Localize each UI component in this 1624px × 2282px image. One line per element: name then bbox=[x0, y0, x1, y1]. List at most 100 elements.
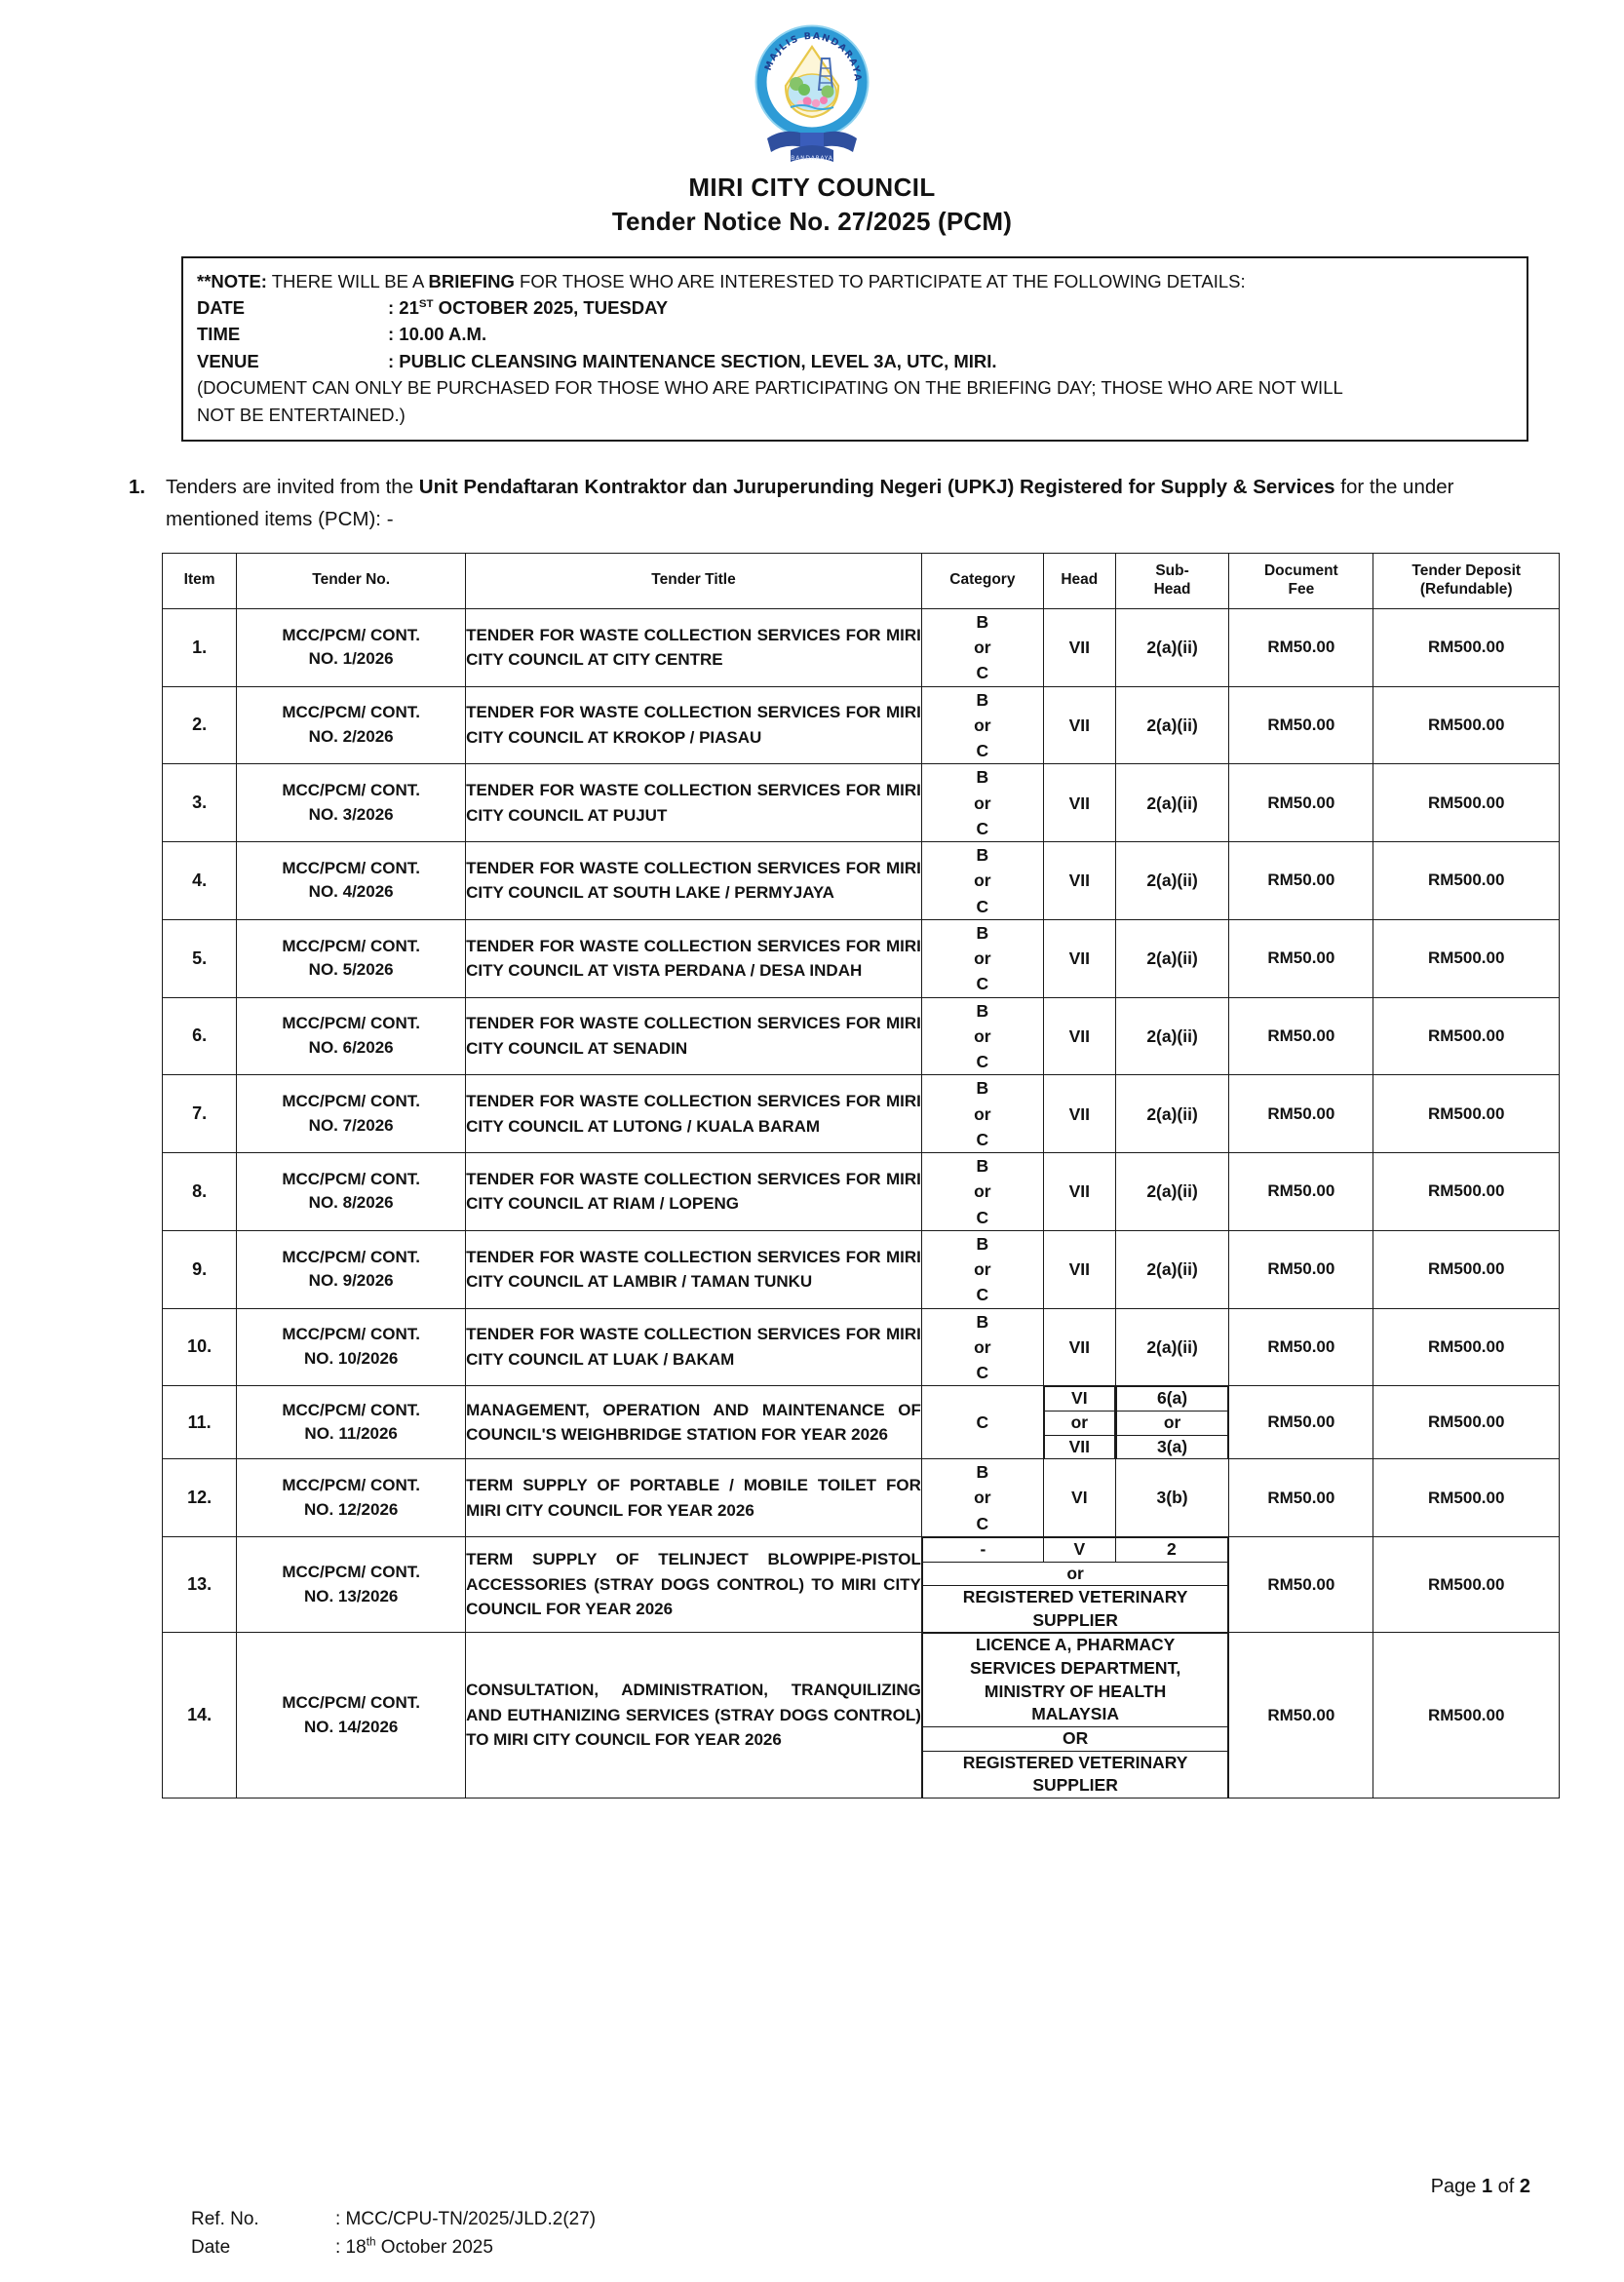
cell-document-fee: RM50.00 bbox=[1228, 996, 1374, 1076]
licence-line-2: SERVICES DEPARTMENT, bbox=[969, 1658, 1181, 1679]
notice-title: Tender Notice No. 27/2025 (PCM) bbox=[611, 206, 1013, 236]
cell-sub-head: 2(a)(ii) bbox=[1114, 996, 1230, 1076]
footer-reference-block: Ref. No. : MCC/CPU-TN/2025/JLD.2(27) Dat… bbox=[191, 2205, 596, 2263]
group-licence-requirement: LICENCE A, PHARMACY SERVICES DEPARTMENT, M… bbox=[921, 1633, 1229, 1727]
group-alt-requirement: REGISTERED VETERINARY SUPPLIER bbox=[921, 1585, 1229, 1633]
doc-fee-line-2: Fee bbox=[1288, 580, 1315, 598]
footer-date-pre: : 18 bbox=[335, 2237, 367, 2259]
note-date-label: DATE bbox=[197, 297, 245, 319]
sub-option-1: 6(a) bbox=[1115, 1386, 1229, 1412]
cell-tender-deposit: RM500.00 bbox=[1373, 685, 1560, 765]
footer-ref-label: Ref. No. bbox=[191, 2209, 259, 2229]
head-option-1: VI bbox=[1043, 1386, 1115, 1412]
tender-no-line-1: MCC/PCM/ CONT. bbox=[282, 625, 420, 644]
alt-line-2: SUPPLIER bbox=[1032, 1775, 1118, 1796]
tender-no-line-2: NO. 11/2026 bbox=[304, 1424, 398, 1444]
cell-item: 3. bbox=[161, 763, 238, 843]
cell-sub-head: 2(a)(ii) bbox=[1114, 1229, 1230, 1309]
cell-item: 4. bbox=[161, 841, 238, 920]
document-title-block: MIRI CITY COUNCIL Tender Notice No. 27/2… bbox=[0, 172, 1624, 238]
briefing-note-box: **NOTE: THERE WILL BE A BRIEFING FOR THO… bbox=[181, 256, 1528, 443]
cell-document-fee: RM50.00 bbox=[1228, 685, 1374, 765]
sub-head-line-2: Head bbox=[1153, 580, 1191, 598]
tender-no-line-1: MCC/PCM/ CONT. bbox=[282, 1325, 420, 1344]
note-date-post: OCTOBER 2025, TUESDAY bbox=[433, 297, 669, 319]
tender-table: Item Tender No. Tender Title Category He… bbox=[161, 553, 1560, 1799]
cell-tender-deposit: RM500.00 bbox=[1373, 1152, 1560, 1231]
alt-line-1: REGISTERED VETERINARY bbox=[962, 1587, 1188, 1607]
cell-document-fee: RM50.00 bbox=[1228, 1229, 1374, 1309]
cell-item: 6. bbox=[161, 996, 238, 1076]
tender-no-line-2: NO. 5/2026 bbox=[308, 960, 394, 980]
head-option-or: or bbox=[1043, 1410, 1115, 1436]
cell-item: 13. bbox=[161, 1535, 238, 1634]
cell-tender-no: MCC/PCM/ CONT. NO. 10/2026 bbox=[236, 1307, 467, 1387]
note-headline: **NOTE: THERE WILL BE A BRIEFING FOR THO… bbox=[197, 268, 1513, 294]
tender-no-line-1: MCC/PCM/ CONT. bbox=[282, 1692, 420, 1712]
cell-tender-title: CONSULTATION, ADMINISTRATION, TRANQUILIZ… bbox=[465, 1632, 922, 1799]
cell-item: 1. bbox=[161, 607, 238, 687]
note-date-value: : 21ST OCTOBER 2025, TUESDAY bbox=[388, 294, 668, 321]
cell-head: VII bbox=[1042, 1152, 1116, 1231]
cell-head: VII bbox=[1042, 685, 1116, 765]
tender-no-line-2: NO. 1/2026 bbox=[308, 649, 394, 669]
cell-tender-title: TERM SUPPLY OF PORTABLE / MOBILE TOILET … bbox=[465, 1458, 922, 1537]
miri-city-council-crest-icon: MAJLIS BANDARAYA MIRI BANDARAYA bbox=[746, 21, 878, 168]
table-row: 8. MCC/PCM/ CONT. NO. 8/2026 TENDER FOR WAS… bbox=[161, 1152, 1560, 1231]
cell-category: C bbox=[920, 1385, 1044, 1460]
col-header-category: Category bbox=[920, 553, 1044, 609]
cell-tender-title: MANAGEMENT, OPERATION AND MAINTENANCE OF… bbox=[465, 1385, 922, 1460]
cell-tender-no: MCC/PCM/ CONT. NO. 1/2026 bbox=[236, 607, 467, 687]
footer-date-value: : 18th October 2025 bbox=[335, 2233, 493, 2262]
note-briefing-word: BRIEFING bbox=[428, 271, 515, 291]
tender-no-line-2: NO. 10/2026 bbox=[303, 1348, 399, 1368]
page-mid: of bbox=[1492, 2176, 1520, 2197]
tender-no-line-2: NO. 4/2026 bbox=[308, 882, 394, 902]
cell-tender-deposit: RM500.00 bbox=[1373, 1632, 1560, 1799]
col-header-tender-deposit: Tender Deposit (Refundable) bbox=[1373, 553, 1560, 609]
cell-tender-deposit: RM500.00 bbox=[1373, 1229, 1560, 1309]
cell-head: VI bbox=[1042, 1458, 1116, 1537]
cell-tender-deposit: RM500.00 bbox=[1373, 1535, 1560, 1634]
cell-head: VII bbox=[1042, 918, 1116, 998]
table-header-row: Item Tender No. Tender Title Category He… bbox=[161, 553, 1560, 609]
organization-title: MIRI CITY COUNCIL bbox=[688, 173, 936, 202]
tender-no-line-2: NO. 7/2026 bbox=[308, 1115, 394, 1135]
table-row: 4. MCC/PCM/ CONT. NO. 4/2026 TENDER FOR WAS… bbox=[161, 841, 1560, 920]
group-alt-requirement: REGISTERED VETERINARY SUPPLIER bbox=[921, 1750, 1229, 1798]
cell-head: VII bbox=[1042, 763, 1116, 843]
paragraph-1-number: 1. bbox=[129, 476, 146, 498]
licence-line-1: LICENCE A, PHARMACY bbox=[975, 1635, 1176, 1655]
licence-line-4: MALAYSIA bbox=[1031, 1704, 1119, 1724]
cell-sub-head: 2(a)(ii) bbox=[1114, 1307, 1230, 1387]
col-header-sub-head: Sub- Head bbox=[1114, 553, 1230, 609]
cell-document-fee: RM50.00 bbox=[1228, 1307, 1374, 1387]
sub-head-value: 2 bbox=[1114, 1536, 1229, 1563]
table-row: 9. MCC/PCM/ CONT. NO. 9/2026 TENDER FOR WAS… bbox=[161, 1229, 1560, 1309]
note-time-row: TIME : 10.00 A.M. bbox=[197, 321, 1513, 347]
cell-tender-title: TENDER FOR WASTE COLLECTION SERVICES FOR… bbox=[465, 1307, 922, 1387]
svg-text:BANDARAYA: BANDARAYA bbox=[791, 155, 832, 162]
cell-tender-deposit: RM500.00 bbox=[1373, 996, 1560, 1076]
note-paren-line-2: NOT BE ENTERTAINED.) bbox=[197, 404, 406, 425]
cell-tender-title: TERM SUPPLY OF TELINJECT BLOWPIPE-PISTOL… bbox=[465, 1535, 922, 1634]
cell-tender-no: MCC/PCM/ CONT. NO. 14/2026 bbox=[236, 1632, 467, 1799]
page-current: 1 bbox=[1481, 2176, 1493, 2197]
cell-tender-no: MCC/PCM/ CONT. NO. 8/2026 bbox=[236, 1152, 467, 1231]
cell-tender-title: TENDER FOR WASTE COLLECTION SERVICES FOR… bbox=[465, 918, 922, 998]
table-row: 5. MCC/PCM/ CONT. NO. 5/2026 TENDER FOR WAS… bbox=[161, 918, 1560, 998]
cell-tender-no: MCC/PCM/ CONT. NO. 3/2026 bbox=[236, 763, 467, 843]
cell-sub-head: 2(a)(ii) bbox=[1114, 607, 1230, 687]
note-prefix: **NOTE: bbox=[197, 271, 267, 291]
cell-tender-no: MCC/PCM/ CONT. NO. 6/2026 bbox=[236, 996, 467, 1076]
cell-head: VII bbox=[1042, 1074, 1116, 1154]
cell-tender-title: TENDER FOR WASTE COLLECTION SERVICES FOR… bbox=[465, 685, 922, 765]
head-value: V bbox=[1042, 1536, 1116, 1563]
